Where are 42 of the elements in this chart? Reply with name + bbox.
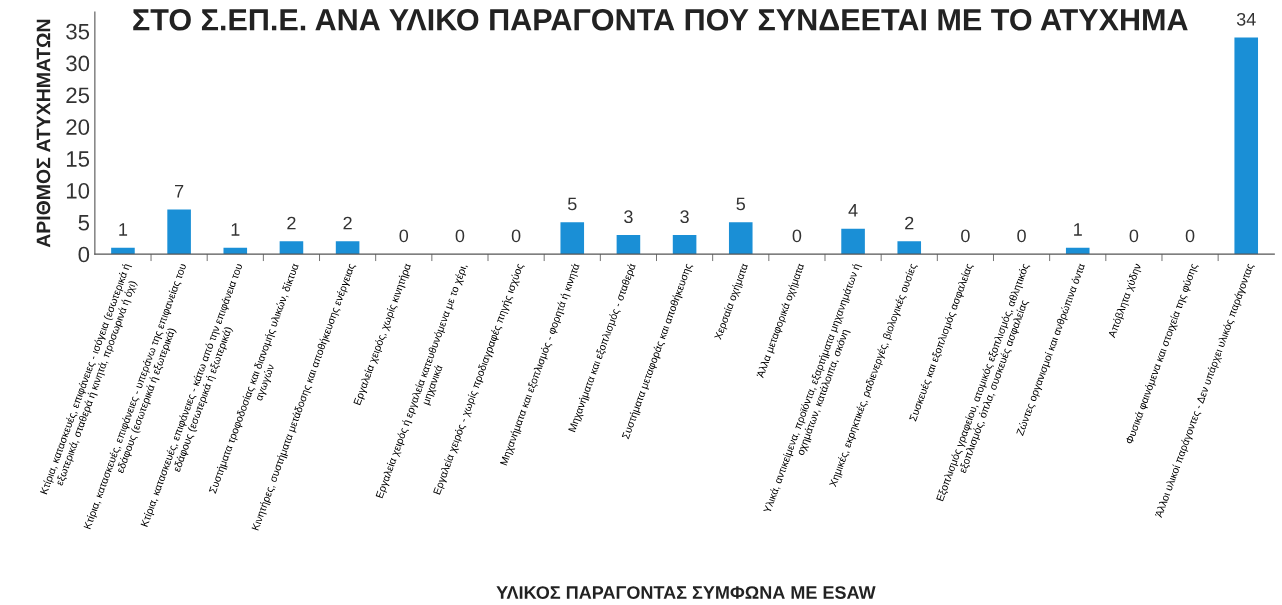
data-label: 34 xyxy=(1236,12,1256,26)
bar xyxy=(897,241,922,255)
data-label: 0 xyxy=(511,229,521,243)
y-tick-label: 25 xyxy=(66,87,90,104)
y-tick-label: 35 xyxy=(66,23,90,40)
chart-title: ΣΤΟ Σ.ΕΠ.Ε. ΑΝΑ ΥΛΙΚΟ ΠΑΡΑΓΟΝΤΑ ΠΟΥ ΣΥΝΔΕΕΤΑΙ ΜΕ ΤΟ ΑΤΥΧΗΜΑ xyxy=(133,8,1188,31)
data-label: 3 xyxy=(680,210,689,224)
y-tick-label: 10 xyxy=(66,182,90,199)
data-label: 2 xyxy=(905,216,914,230)
data-label: 1 xyxy=(1074,223,1082,236)
y-tick-label: 30 xyxy=(66,55,90,72)
data-label: 0 xyxy=(1017,229,1026,243)
data-label: 0 xyxy=(1129,229,1139,243)
data-label: 0 xyxy=(961,229,970,243)
data-label: 2 xyxy=(343,216,352,230)
y-tick-label: 0 xyxy=(78,246,90,263)
data-label: 0 xyxy=(455,229,465,243)
data-label: 0 xyxy=(399,229,409,243)
bar xyxy=(616,234,641,255)
y-axis-title: ΑΡΙΘΜΟΣ ΑΤΥΧΗΜΑΤΩΝ xyxy=(36,19,51,248)
bar xyxy=(279,241,304,255)
bar xyxy=(167,209,191,255)
data-label: 3 xyxy=(624,210,633,224)
bar xyxy=(672,234,697,255)
data-label: 2 xyxy=(287,216,296,230)
x-axis-title: ΥΛΙΚΟΣ ΠΑΡΑΓΟΝΤΑΣ ΣΥΜΦΩΝΑ ΜΕ ESAW xyxy=(496,586,876,599)
bar xyxy=(335,241,360,255)
bar xyxy=(728,222,753,255)
y-tick-label: 15 xyxy=(66,151,90,167)
data-label: 5 xyxy=(567,197,577,211)
data-label: 1 xyxy=(231,223,240,236)
bar xyxy=(1234,37,1259,255)
data-label: 4 xyxy=(848,204,858,217)
bar xyxy=(560,222,585,255)
data-label: 0 xyxy=(1185,229,1195,243)
data-label: 7 xyxy=(175,185,184,198)
y-tick-label: 5 xyxy=(78,215,90,231)
data-label: 1 xyxy=(119,223,128,236)
data-label: 0 xyxy=(792,229,802,243)
bar xyxy=(841,228,865,255)
y-tick-label: 20 xyxy=(66,119,90,135)
data-label: 5 xyxy=(736,197,746,211)
